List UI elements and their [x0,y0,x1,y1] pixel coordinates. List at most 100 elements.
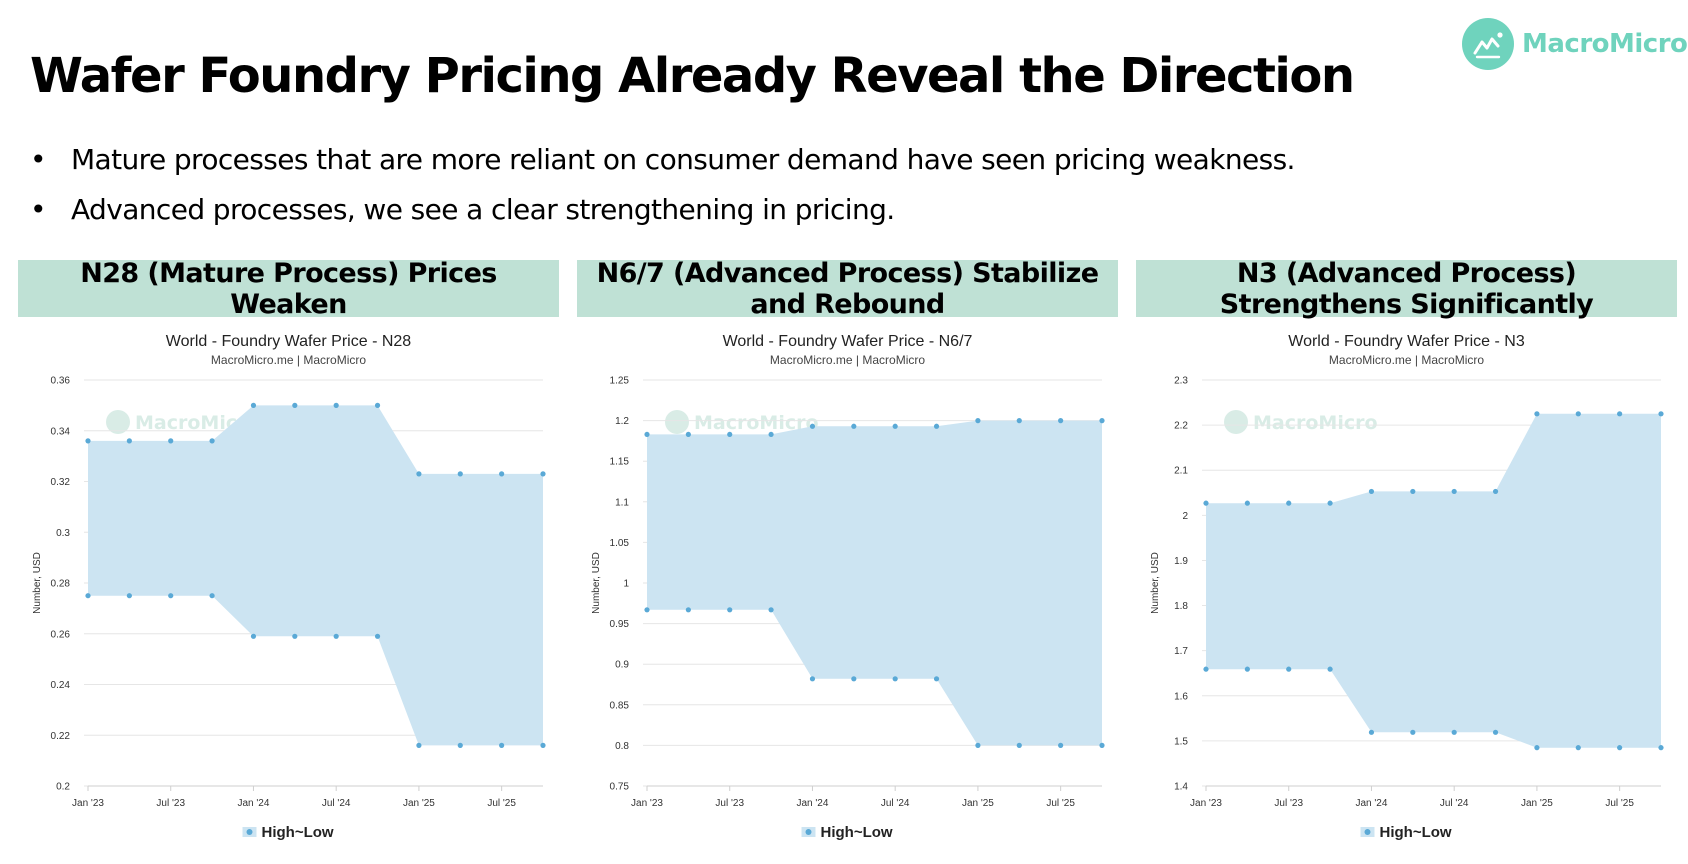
page-title: Wafer Foundry Pricing Already Reveal the… [30,48,1355,104]
low-marker [1368,729,1375,735]
x-tick-label: Jan '23 [1190,798,1222,809]
low-marker [126,593,132,599]
x-tick-label: Jul '23 [156,798,185,809]
low-marker [499,742,505,748]
y-tick-label: 0.32 [51,477,71,488]
high-marker [685,431,691,438]
y-tick-label: 0.8 [615,741,629,752]
low-marker [1327,666,1333,672]
y-tick-label: 1.6 [1174,691,1188,702]
low-marker [933,676,940,682]
y-tick-label: 1.5 [1174,736,1188,747]
legend-label: High~Low [821,824,893,841]
legend-marker [805,829,812,835]
high-marker [250,402,257,408]
y-tick-label: 0.95 [610,619,630,630]
low-marker [809,676,816,682]
y-tick-label: 0.26 [51,629,71,640]
low-marker [457,742,463,748]
low-marker [416,742,422,748]
y-tick-label: 1.2 [615,416,629,427]
low-marker [85,593,91,599]
high-marker [1016,418,1022,424]
low-marker [333,633,339,639]
low-marker [644,607,650,613]
low-marker [250,633,257,639]
high-marker [1575,411,1581,417]
x-tick-label: Jan '25 [403,798,435,809]
watermark: MacroMicro [665,410,819,434]
panel-header-n3: N3 (Advanced Process) Strengthens Signif… [1136,258,1677,320]
watermark-icon [665,410,689,434]
y-tick-label: 1.05 [610,538,630,549]
y-tick-label: 1.1 [615,497,629,508]
high-marker [1286,500,1292,506]
chart-subtitle: MacroMicro.me | MacroMicro [1329,353,1484,367]
x-tick-label: Jul '25 [1046,798,1075,809]
x-tick-label: Jan '23 [631,798,663,809]
watermark-text: MacroMicro [694,412,819,434]
watermark: MacroMicro [1224,410,1378,434]
low-marker [685,607,691,613]
chart-legend: High~Low [242,824,334,841]
low-marker [1451,729,1457,735]
high-marker [1658,411,1664,417]
high-marker [292,402,298,408]
high-marker [727,431,733,438]
low-marker [1617,745,1623,751]
high-marker [168,438,174,444]
low-marker [975,742,981,748]
chart-title: World - Foundry Wafer Price - N3 [1288,333,1525,350]
y-tick-label: 1 [623,579,629,590]
high-marker [209,438,215,444]
y-tick-label: 1.8 [1174,601,1188,612]
high-marker [1534,411,1540,417]
low-marker [851,676,857,682]
low-marker [540,742,546,748]
y-tick-label: 0.3 [56,528,70,539]
high-marker [1203,500,1209,506]
y-tick-label: 0.2 [56,782,70,793]
x-tick-label: Jan '25 [962,798,994,809]
bullet-list: • Mature processes that are more reliant… [30,135,1295,235]
high-marker [1058,418,1064,424]
y-tick-label: 0.34 [51,426,71,437]
y-tick-label: 0.9 [615,660,629,671]
low-marker [1410,729,1416,735]
legend-marker [1364,829,1371,835]
bullet-text: Mature processes that are more reliant o… [71,143,1295,176]
y-tick-label: 2.2 [1174,421,1188,432]
brand-logo: MacroMicro [1462,18,1688,70]
high-low-area [88,405,543,746]
low-marker [1099,742,1105,748]
high-marker [1617,411,1623,417]
chart-subtitle: MacroMicro.me | MacroMicro [211,353,366,367]
legend-marker [246,829,253,835]
bullet-text: Advanced processes, we see a clear stren… [71,193,895,226]
legend-label: High~Low [262,824,334,841]
high-marker [85,438,91,444]
y-tick-label: 0.85 [610,700,630,711]
low-marker [1203,666,1209,672]
x-tick-label: Jan '24 [796,798,828,809]
chart-n3: World - Foundry Wafer Price - N3 MacroMic… [1150,333,1664,841]
bullet-item: • Mature processes that are more reliant… [30,135,1295,185]
high-marker [644,431,650,438]
bullet-dot: • [30,193,47,226]
low-marker [374,633,381,639]
high-marker [126,438,132,444]
y-tick-label: 1.25 [610,376,630,387]
low-marker [727,607,733,613]
chart-subtitle: MacroMicro.me | MacroMicro [770,353,925,367]
y-axis-label: Number, USD [591,552,602,614]
x-tick-label: Jul '24 [1440,798,1469,809]
y-axis-label: Number, USD [1150,552,1161,614]
high-marker [1492,488,1499,495]
high-marker [1244,500,1250,506]
high-marker [1327,500,1333,506]
x-tick-label: Jan '24 [1355,798,1387,809]
high-marker [768,431,774,438]
x-tick-label: Jan '24 [237,798,269,809]
y-tick-label: 1.4 [1174,782,1188,793]
x-tick-label: Jul '25 [1605,798,1634,809]
